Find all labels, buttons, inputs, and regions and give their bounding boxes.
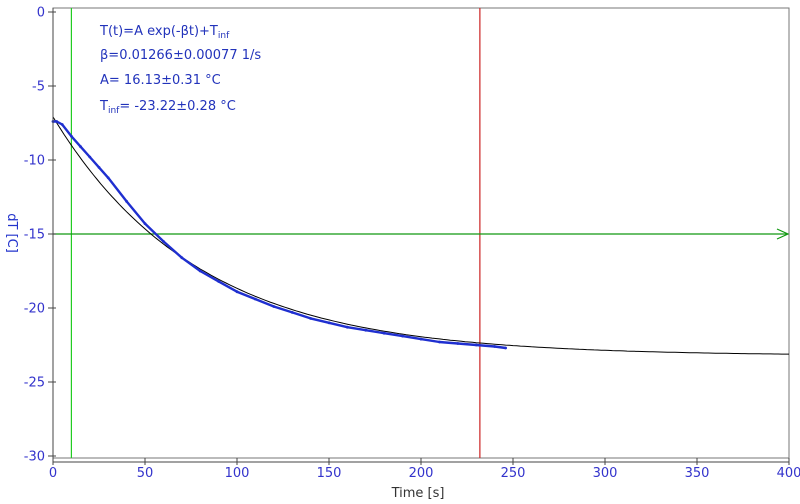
annotation-line: Tinf= -23.22±0.28 °C [99,99,236,116]
data-point [55,120,59,123]
data-point [272,305,276,308]
data-point [162,240,165,243]
x-axis-title: Time [s] [391,486,445,501]
y-tick-label: -15 [24,228,45,243]
data-point [97,166,101,169]
measured-series-line [53,120,506,350]
marker-lines [53,8,790,458]
data-point [493,345,496,348]
data-point [438,340,441,344]
data-point [364,328,368,332]
x-tick-label: 200 [409,466,434,481]
x-tick-label: 350 [685,466,710,481]
y-tick-label: -20 [24,302,45,317]
x-tick-label: 150 [317,466,342,481]
data-point [125,200,128,203]
x-tick-label: 0 [49,466,57,481]
data-point [235,290,239,294]
y-tick-label: -25 [24,376,45,391]
data-point [456,342,460,345]
annotation-text: T(t)=A exp(-βt)+T [99,24,218,39]
plot-area [52,7,790,459]
data-point [217,280,221,283]
annotation-subscript: inf [218,31,230,41]
data-point [290,311,294,314]
data-point [309,317,312,320]
x-tick-label: 50 [137,466,154,481]
y-axis-title: dT [C] [4,213,19,253]
axes: 0 50 100 150 200 250 300 350 400 0 -5 -10 -15 -20 -25 -… [24,6,800,482]
data-point [79,145,82,149]
x-tick-label: 400 [777,466,800,481]
data-point [327,321,331,325]
data-point [70,134,73,138]
measured-data-group [51,120,507,350]
annotation-line: β=0.01266±0.00077 1/s [100,48,261,63]
data-point [254,297,257,301]
y-tick-label: -5 [32,80,45,95]
x-tick-label: 100 [225,466,250,481]
annotation-line: T(t)=A exp(-βt)+Tinf [99,24,230,41]
annotation-subscript: inf [108,106,120,116]
data-point [60,123,64,126]
data-point [180,256,184,260]
annotation-text-tail: = -23.22±0.28 °C [119,99,235,114]
data-point [106,176,110,180]
y-tick-label: 0 [37,6,45,21]
x-tick-label: 300 [593,466,618,481]
annotation-line: A= 16.13±0.31 °C [100,73,221,88]
data-point [143,222,147,226]
data-point [88,155,92,159]
data-point [401,334,404,338]
data-point [474,343,478,347]
x-tick-label: 250 [501,466,526,481]
data-point [198,269,202,273]
data-point [346,325,349,329]
annotation-text: T [99,99,108,114]
y-tick-label: -30 [24,450,45,465]
y-tick-label: -10 [24,154,45,169]
annotation-text: A= 16.13±0.31 °C [100,73,221,88]
arrow-icon [776,228,790,240]
data-point [382,331,386,335]
data-point [419,337,423,341]
annotation-text: β=0.01266±0.00077 1/s [100,48,261,63]
data-point [504,346,507,350]
